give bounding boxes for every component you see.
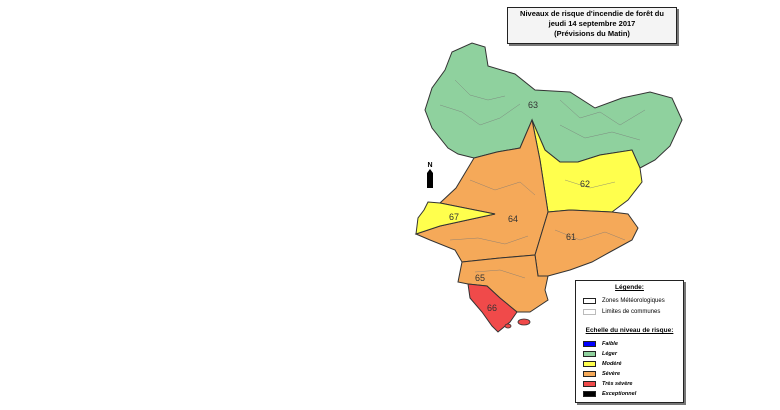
level-label: Exceptionnel (602, 391, 637, 397)
legend-zones-label: Zones Météorologiques (602, 298, 665, 304)
title-line-3: (Prévisions du Matin) (554, 29, 630, 38)
level-label: Modéré (602, 361, 622, 367)
legend-level-row: Exceptionnel (583, 391, 636, 397)
map-title-box: Niveaux de risque d'incendie de forêt du… (507, 7, 677, 44)
map-legend: Légende: Zones Météorologiques Limites d… (575, 280, 684, 403)
legend-level-row: Léger (583, 351, 617, 357)
island-shape (517, 318, 531, 326)
legend-communes-label: Limites de communes (602, 309, 661, 315)
level-swatch (583, 381, 596, 387)
zone-62-label: 62 (580, 179, 590, 189)
legend-zones-row: Zones Météorologiques (583, 298, 665, 304)
level-swatch (583, 341, 596, 347)
zone-67-label: 67 (449, 212, 459, 222)
level-label: Sévère (602, 371, 621, 377)
legend-communes-row: Limites de communes (583, 309, 660, 315)
legend-level-row: Très sévère (583, 381, 632, 387)
zone-63-area[interactable] (424, 42, 683, 169)
level-swatch (583, 361, 596, 367)
legend-level-row: Faible (583, 341, 618, 347)
zone-67-area[interactable] (415, 201, 496, 235)
level-label: Léger (602, 351, 617, 357)
zone-63-label: 63 (528, 100, 538, 110)
commune-boundaries (439, 79, 646, 279)
north-arrow-icon: N (424, 162, 436, 188)
level-swatch (583, 351, 596, 357)
title-line-1: Niveaux de risque d'incendie de forêt du (520, 9, 664, 18)
zone-61-area[interactable] (534, 209, 639, 277)
zone-65-label: 65 (475, 273, 485, 283)
level-swatch (583, 391, 596, 397)
legend-level-row: Modéré (583, 361, 622, 367)
title-line-2: jeudi 14 septembre 2017 (548, 19, 636, 28)
zone-64-label: 64 (508, 214, 518, 224)
legend-title: Légende: (615, 284, 644, 291)
north-letter: N (427, 162, 433, 169)
island-shape (504, 323, 512, 329)
zone-66-label: 66 (487, 303, 497, 313)
legend-scale-title: Echelle du niveau de risque: (585, 327, 674, 334)
level-label: Très sévère (602, 381, 633, 387)
zone-66-area[interactable] (467, 283, 518, 333)
zone-61-label: 61 (566, 232, 576, 242)
level-swatch (583, 371, 596, 377)
legend-level-row: Sévère (583, 371, 620, 377)
level-label: Faible (602, 341, 618, 347)
